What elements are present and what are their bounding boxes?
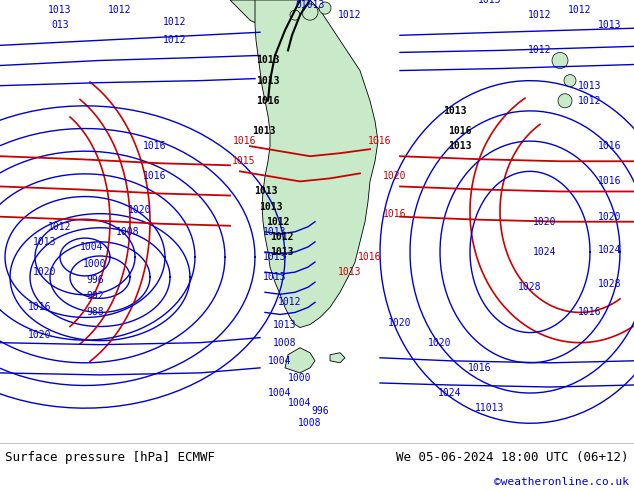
Circle shape	[302, 4, 318, 20]
Text: 01013: 01013	[295, 0, 325, 10]
Polygon shape	[330, 353, 345, 363]
Text: 1012: 1012	[568, 5, 592, 15]
Text: 1013: 1013	[252, 126, 276, 136]
Text: 013: 013	[51, 20, 69, 30]
Text: 1012: 1012	[163, 35, 187, 45]
Text: 1008: 1008	[298, 418, 321, 428]
Text: 1020: 1020	[388, 318, 411, 327]
Text: Surface pressure [hPa] ECMWF: Surface pressure [hPa] ECMWF	[5, 451, 215, 464]
Text: 1013: 1013	[263, 252, 287, 262]
Text: 1013: 1013	[443, 106, 467, 116]
Text: 1012: 1012	[270, 232, 294, 242]
Circle shape	[290, 10, 300, 20]
Text: 1020: 1020	[29, 330, 52, 340]
Text: 1012: 1012	[278, 297, 302, 307]
Text: 1000: 1000	[83, 259, 107, 269]
Text: 992: 992	[86, 292, 104, 301]
Text: 1012: 1012	[266, 217, 290, 227]
Circle shape	[552, 52, 568, 69]
Text: 1013: 1013	[448, 141, 472, 151]
Text: 988: 988	[86, 307, 104, 318]
Text: 996: 996	[86, 275, 104, 285]
Text: 1013: 1013	[33, 237, 57, 247]
Text: 1004: 1004	[288, 398, 312, 408]
Text: ©weatheronline.co.uk: ©weatheronline.co.uk	[494, 477, 629, 487]
Circle shape	[558, 94, 572, 108]
Text: 1013: 1013	[578, 81, 602, 91]
Circle shape	[564, 74, 576, 87]
Text: 1020: 1020	[598, 212, 622, 221]
Text: 1012: 1012	[108, 5, 132, 15]
Text: 1013: 1013	[339, 267, 362, 277]
Text: 1016: 1016	[383, 209, 407, 219]
Text: 1016: 1016	[233, 136, 257, 146]
Text: 1016: 1016	[368, 136, 392, 146]
Text: 1020: 1020	[33, 267, 57, 277]
Text: 1013: 1013	[598, 20, 622, 30]
Text: 1004: 1004	[268, 388, 292, 398]
Text: 1013: 1013	[256, 75, 280, 86]
Text: 1016: 1016	[143, 172, 167, 181]
Text: 1012: 1012	[339, 10, 362, 20]
Polygon shape	[285, 348, 315, 373]
Text: 1020: 1020	[383, 172, 407, 181]
Text: 1028: 1028	[518, 282, 541, 292]
Text: 1013: 1013	[263, 272, 287, 282]
Text: 1016: 1016	[256, 96, 280, 106]
Text: We 05-06-2024 18:00 UTC (06+12): We 05-06-2024 18:00 UTC (06+12)	[396, 451, 629, 464]
Text: 996: 996	[311, 406, 329, 416]
Text: 1008: 1008	[273, 338, 297, 348]
Text: 1000: 1000	[288, 373, 312, 383]
Text: 1013: 1013	[254, 187, 278, 196]
Text: 1013: 1013	[256, 55, 280, 66]
Circle shape	[319, 2, 331, 14]
Text: 1012: 1012	[528, 46, 552, 55]
Text: 1004: 1004	[81, 242, 104, 252]
Text: 1020: 1020	[533, 217, 557, 227]
Text: 1028: 1028	[598, 279, 622, 289]
Text: 1013: 1013	[270, 247, 294, 257]
Polygon shape	[255, 0, 378, 327]
Text: 1016: 1016	[598, 141, 622, 151]
Text: 1020: 1020	[428, 338, 452, 348]
Text: 1015: 1015	[232, 156, 256, 166]
Text: 1016: 1016	[598, 176, 622, 186]
Text: 1013: 1013	[478, 0, 501, 5]
Text: 1013: 1013	[48, 5, 72, 15]
Text: 1016: 1016	[358, 252, 382, 262]
Text: 1016: 1016	[578, 307, 602, 318]
Text: 1016: 1016	[29, 302, 52, 313]
Text: 1020: 1020	[128, 205, 152, 215]
Text: 1012: 1012	[528, 10, 552, 20]
Text: 1012: 1012	[163, 17, 187, 27]
Text: 1012: 1012	[48, 222, 72, 232]
Text: 1012: 1012	[578, 96, 602, 106]
Polygon shape	[230, 0, 270, 25]
Text: 1024: 1024	[438, 388, 462, 398]
Text: 1016: 1016	[143, 141, 167, 151]
Text: 1024: 1024	[598, 245, 622, 255]
Text: 1016: 1016	[448, 126, 472, 136]
Text: 1013: 1013	[273, 319, 297, 329]
Text: 1013: 1013	[263, 227, 287, 237]
Text: 1016: 1016	[469, 363, 492, 373]
Text: 1024: 1024	[533, 247, 557, 257]
Text: 11013: 11013	[476, 403, 505, 413]
Text: 1008: 1008	[116, 227, 139, 237]
Text: 1013: 1013	[259, 201, 283, 212]
Text: 1004: 1004	[268, 356, 292, 366]
